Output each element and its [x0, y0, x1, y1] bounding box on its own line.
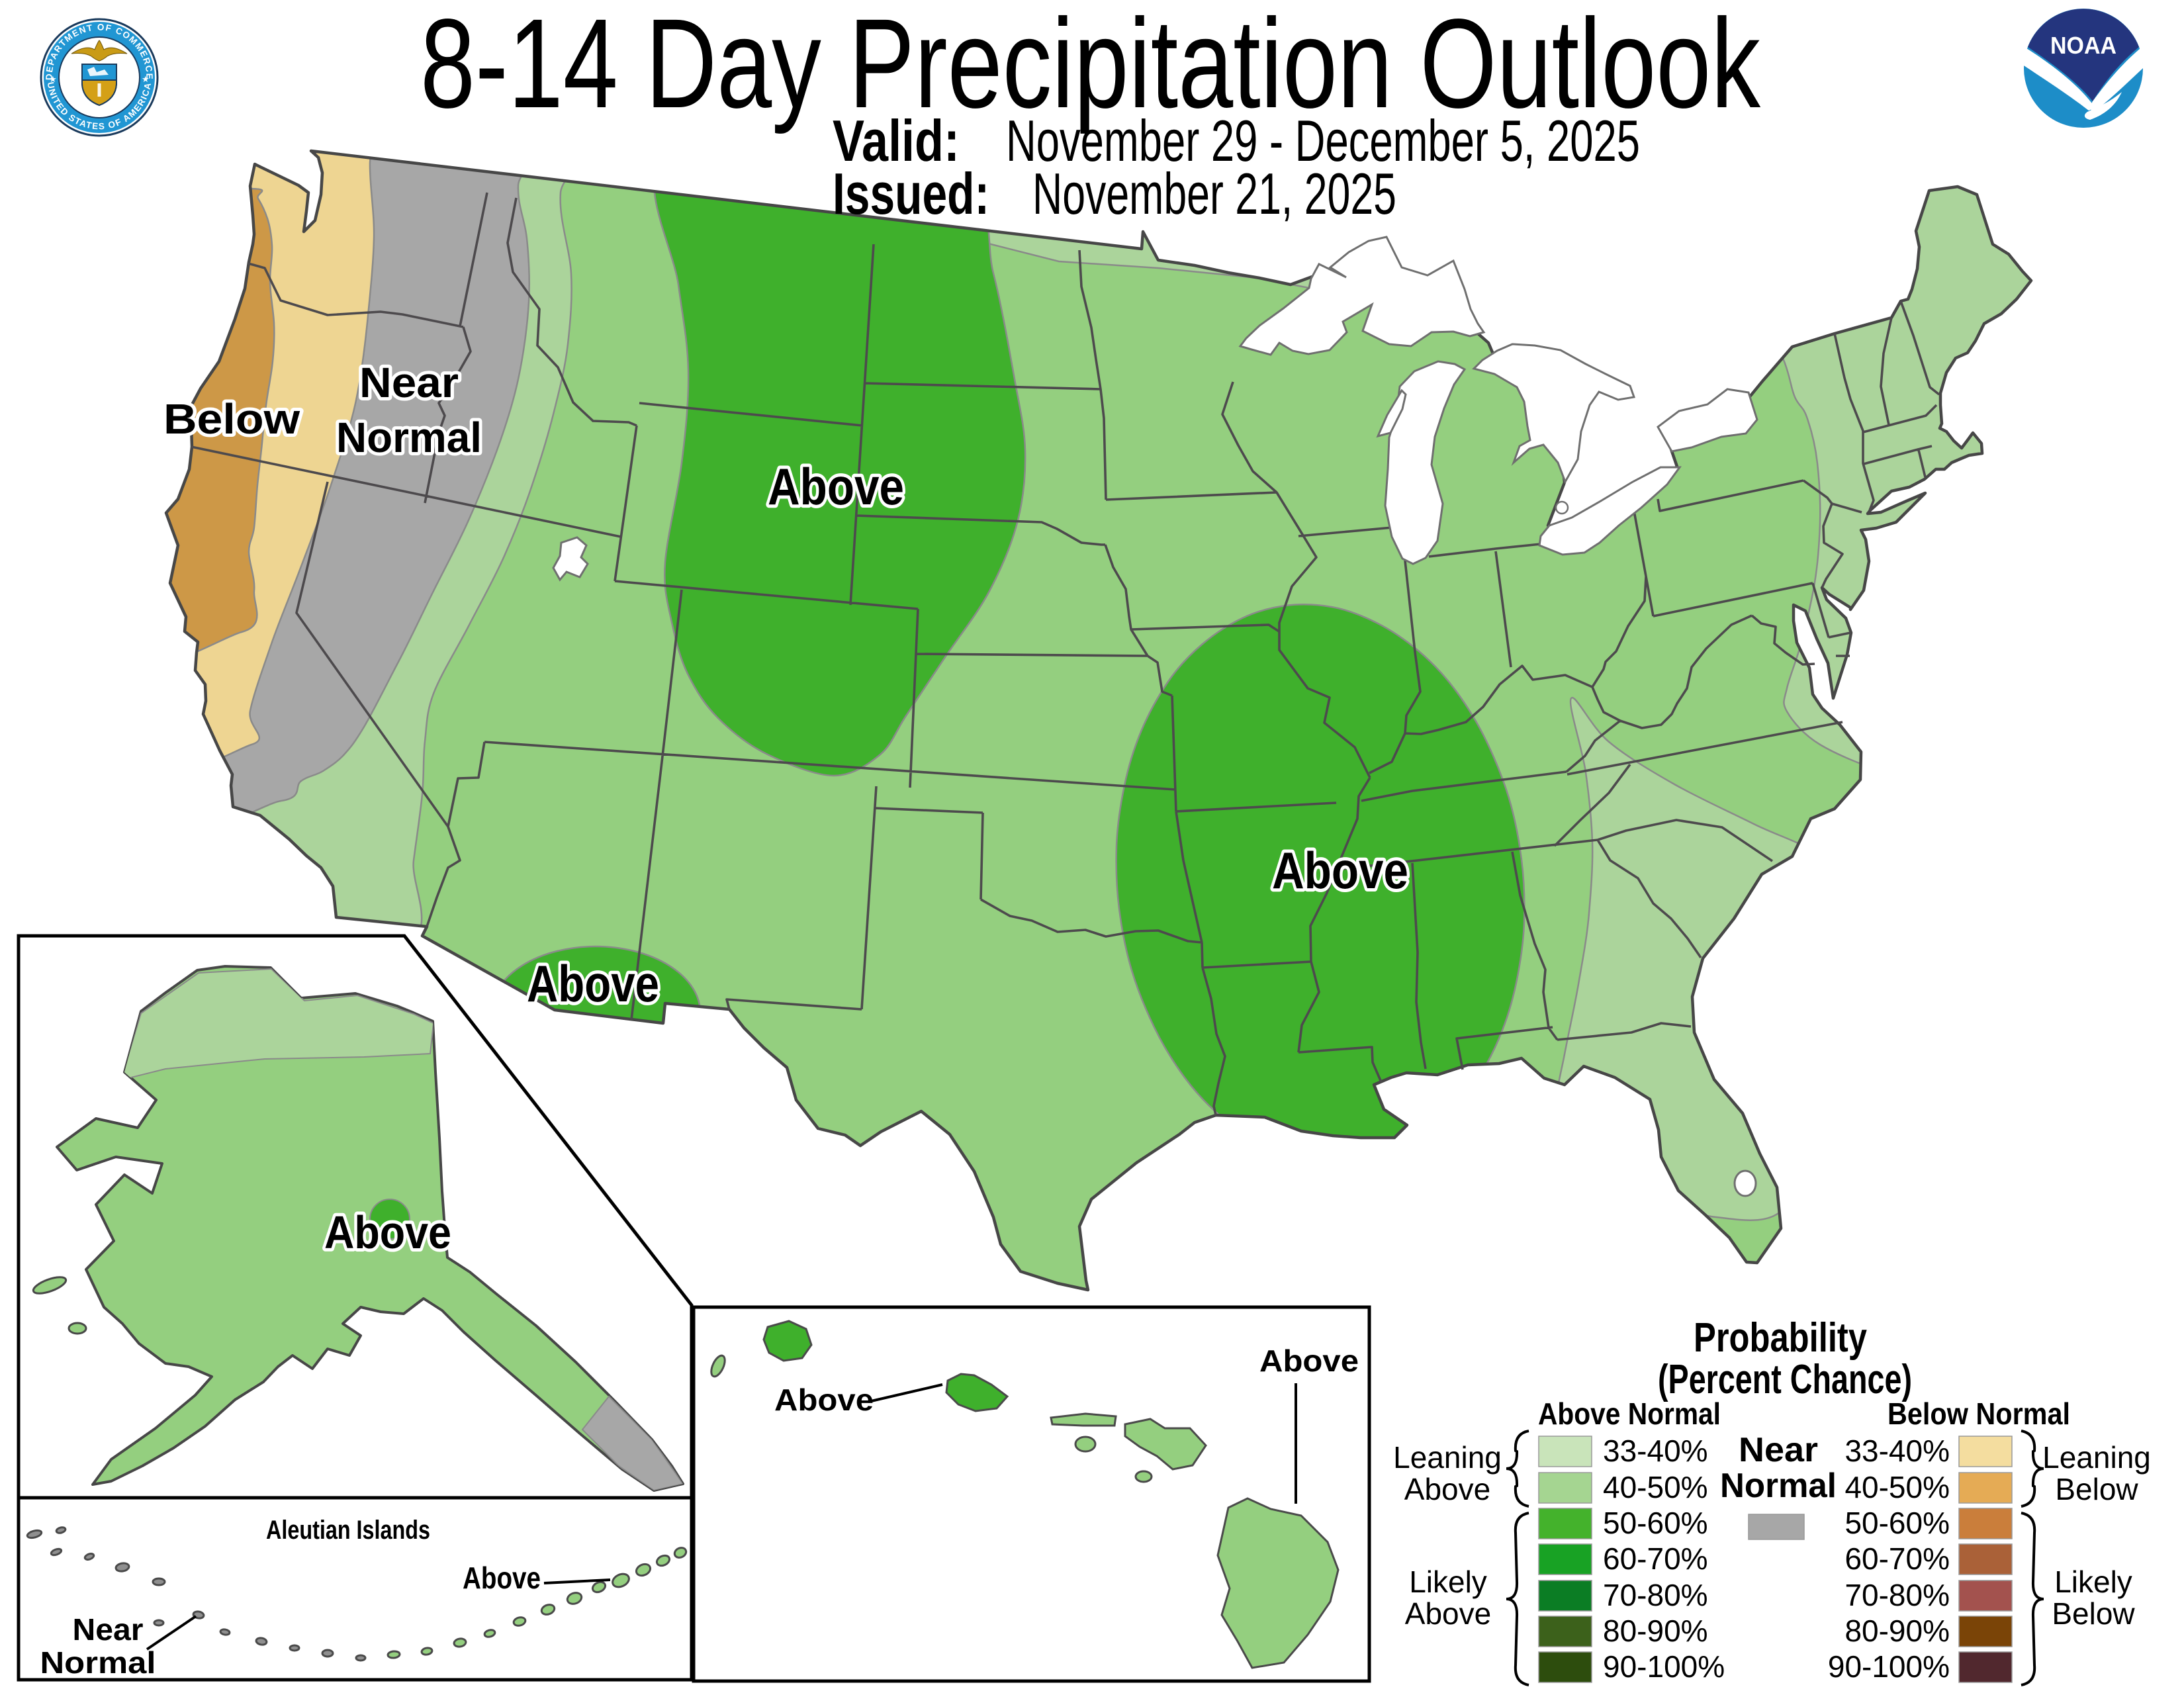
svg-text:70-80%: 70-80%: [1603, 1578, 1708, 1612]
svg-text:★: ★: [142, 74, 150, 84]
svg-text:November 29 - December 5, 2025: November 29 - December 5, 2025: [1006, 108, 1640, 173]
svg-text:Probability: Probability: [1694, 1315, 1867, 1361]
svg-text:Leaning: Leaning: [1393, 1440, 1502, 1475]
svg-text:Above: Above: [1404, 1472, 1490, 1506]
svg-text:60-70%: 60-70%: [1844, 1541, 1950, 1576]
svg-text:Below Normal: Below Normal: [1888, 1396, 2070, 1431]
svg-text:Near: Near: [1739, 1431, 1818, 1469]
svg-text:90-100%: 90-100%: [1603, 1649, 1725, 1684]
svg-text:60-70%: 60-70%: [1603, 1541, 1708, 1576]
svg-text:33-40%: 33-40%: [1844, 1434, 1950, 1468]
svg-text:Above Normal: Above Normal: [1538, 1396, 1721, 1431]
svg-text:Normal: Normal: [1720, 1467, 1837, 1505]
svg-text:Likely: Likely: [2054, 1565, 2132, 1599]
svg-text:Below: Below: [2052, 1596, 2135, 1631]
svg-text:Above: Above: [1405, 1596, 1491, 1631]
svg-text:Above: Above: [324, 1207, 451, 1258]
svg-text:Above: Above: [527, 954, 659, 1013]
svg-text:Above: Above: [1259, 1344, 1359, 1378]
svg-text:(Percent Chance): (Percent Chance): [1658, 1357, 1912, 1402]
svg-text:Above: Above: [774, 1383, 874, 1417]
svg-text:Below: Below: [163, 395, 300, 443]
svg-text:Near: Near: [73, 1612, 144, 1647]
svg-text:8-14 Day Precipitation Outlook: 8-14 Day Precipitation Outlook: [420, 0, 1761, 134]
svg-text:80-90%: 80-90%: [1844, 1614, 1950, 1648]
svg-text:November 21, 2025: November 21, 2025: [1032, 161, 1396, 226]
svg-text:Near: Near: [359, 359, 459, 406]
svg-text:80-90%: 80-90%: [1603, 1614, 1708, 1648]
svg-text:33-40%: 33-40%: [1603, 1434, 1708, 1468]
svg-text:Normal: Normal: [336, 414, 482, 461]
svg-text:Aleutian Islands: Aleutian Islands: [266, 1516, 430, 1545]
svg-text:Valid:: Valid:: [833, 108, 960, 173]
svg-text:90-100%: 90-100%: [1828, 1649, 1950, 1684]
svg-text:70-80%: 70-80%: [1844, 1578, 1950, 1612]
svg-text:40-50%: 40-50%: [1603, 1470, 1708, 1504]
svg-text:NOAA: NOAA: [2050, 32, 2116, 59]
svg-text:Below: Below: [2055, 1472, 2138, 1506]
svg-text:50-60%: 50-60%: [1603, 1506, 1708, 1540]
svg-text:Above: Above: [1272, 841, 1408, 899]
svg-text:Leaning: Leaning: [2042, 1440, 2151, 1475]
svg-text:Above: Above: [768, 457, 904, 516]
svg-text:Likely: Likely: [1409, 1565, 1487, 1599]
svg-text:40-50%: 40-50%: [1844, 1470, 1950, 1504]
svg-text:Above: Above: [463, 1561, 541, 1595]
svg-text:Normal: Normal: [40, 1645, 156, 1680]
svg-text:50-60%: 50-60%: [1844, 1506, 1950, 1540]
svg-text:★: ★: [49, 74, 57, 84]
svg-text:Issued:: Issued:: [833, 161, 989, 226]
